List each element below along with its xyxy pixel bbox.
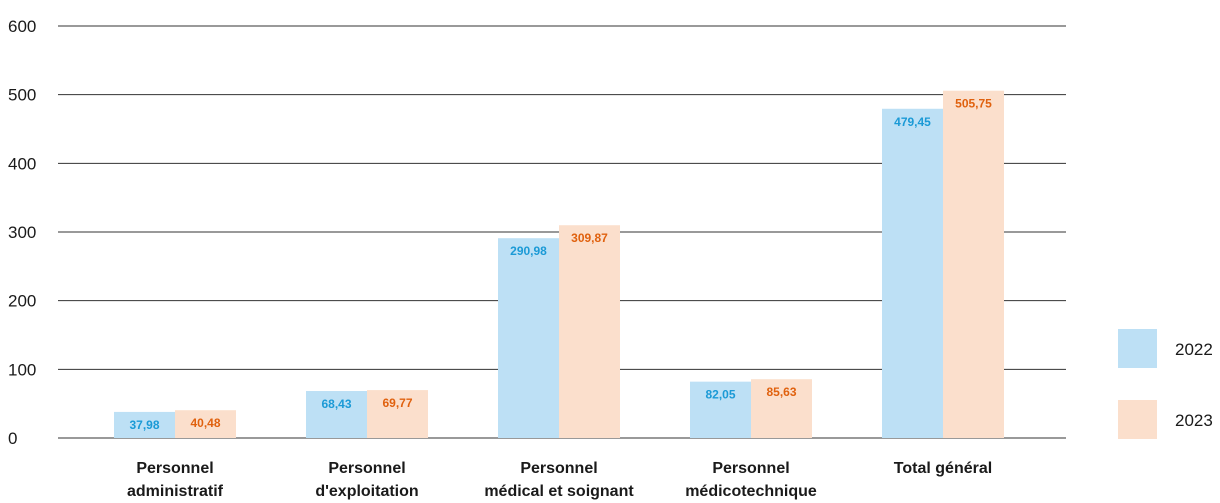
legend-swatch-2022	[1118, 329, 1157, 368]
bar-2023-3	[751, 379, 812, 438]
bar-2022-1	[306, 391, 367, 438]
x-category-label-0-line-1: administratif	[127, 483, 224, 500]
legend-swatch-2023	[1118, 400, 1157, 439]
x-category-label-3-line-0: Personnel	[712, 460, 789, 477]
data-label-2023-0: 40,48	[190, 416, 220, 430]
x-category-label-1-line-1: d'exploitation	[315, 483, 418, 500]
bar-2023-4	[943, 90, 1004, 439]
y-tick-label-300: 300	[8, 223, 36, 242]
bar-2022-2	[498, 238, 559, 438]
y-tick-label-500: 500	[8, 86, 36, 105]
bar-2022-4	[882, 108, 943, 439]
legend-label-2022: 2022	[1175, 340, 1213, 359]
data-label-2023-2: 309,87	[571, 231, 608, 245]
data-label-2022-1: 68,43	[321, 397, 351, 411]
y-tick-label-0: 0	[8, 429, 17, 448]
data-label-2022-4: 479,45	[894, 115, 931, 129]
data-label-2023-3: 85,63	[766, 385, 796, 399]
y-axis-tick-labels: 0 100 200 300 400 500 600	[8, 17, 36, 448]
bar-2022-3	[690, 381, 751, 438]
x-category-label-3-line-1: médicotechnique	[685, 483, 817, 500]
x-category-label-2-line-0: Personnel	[520, 460, 597, 477]
value-labels: 37,98 40,48 68,43 69,77 290,98 309,87 82,05 85,…	[129, 97, 992, 432]
data-label-2023-1: 69,77	[382, 396, 412, 410]
bar-2023-1	[367, 390, 428, 438]
x-category-label-2-line-1: médical et soignant	[484, 483, 634, 500]
data-label-2022-2: 290,98	[510, 244, 547, 258]
bars	[114, 90, 1004, 439]
data-label-2023-4: 505,75	[955, 97, 992, 111]
bar-2022-0	[114, 411, 175, 438]
data-label-2022-3: 82,05	[705, 388, 735, 402]
bar-2023-0	[175, 410, 236, 438]
y-tick-label-100: 100	[8, 360, 36, 379]
x-category-label-1-line-0: Personnel	[328, 460, 405, 477]
legend: 2022 2023	[1118, 329, 1213, 439]
x-axis-category-labels: Personnel administratif Personnel d'exploit…	[127, 460, 992, 500]
y-tick-label-200: 200	[8, 292, 36, 311]
data-label-2022-0: 37,98	[129, 418, 159, 432]
y-tick-label-400: 400	[8, 154, 36, 173]
x-category-label-0-line-0: Personnel	[136, 460, 213, 477]
x-category-label-4-line-0: Total général	[894, 460, 992, 477]
bar-2023-2	[559, 225, 620, 438]
legend-label-2023: 2023	[1175, 411, 1213, 430]
y-tick-label-600: 600	[8, 17, 36, 36]
